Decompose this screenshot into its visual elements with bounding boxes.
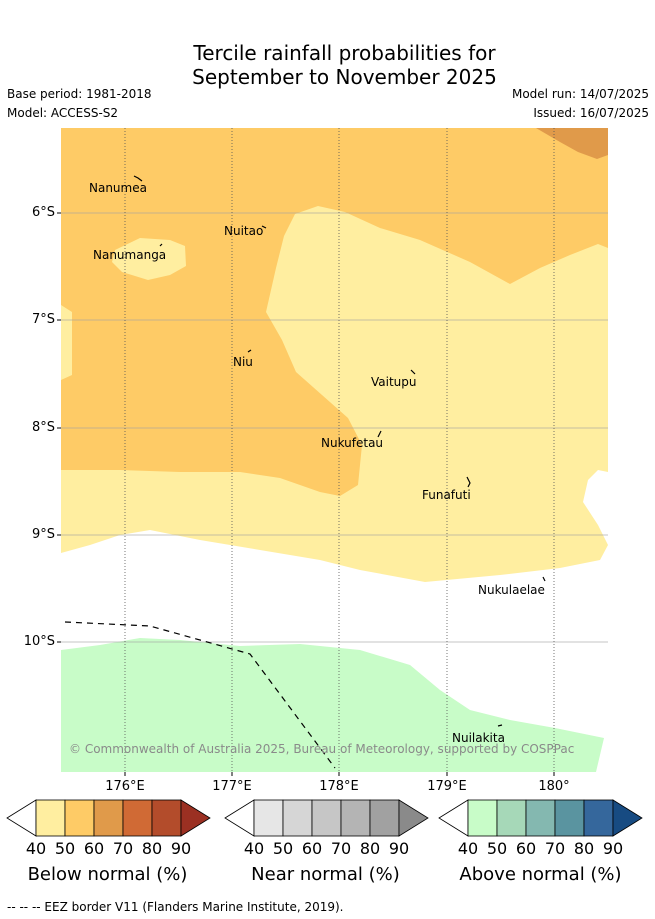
legend-below-swatch-4 (122, 799, 153, 837)
lat-label-10s: 10°S (23, 634, 55, 649)
legend-above-swatch-4 (554, 799, 585, 837)
lon-label-180: 180° (538, 779, 570, 794)
legend-near-title: Near normal (%) (251, 864, 400, 885)
below-40-pocket (112, 238, 186, 280)
legend-below-tick: 40 (25, 839, 47, 858)
legend-above-over-arrow (612, 799, 643, 837)
place-label-nanumea: Nanumea (89, 181, 147, 195)
legend-above-tick: 60 (515, 839, 537, 858)
legend-below-tick: 50 (54, 839, 76, 858)
lon-label-179e: 179°E (427, 779, 467, 794)
legend-above-tick: 70 (544, 839, 566, 858)
above-40-region (61, 638, 604, 772)
legend-near-tick: 60 (301, 839, 323, 858)
legend-below-tick: 90 (170, 839, 192, 858)
lat-label-8s: 8°S (31, 420, 55, 435)
legend-near-swatch-3 (311, 799, 342, 837)
legend-above-tick: 80 (573, 839, 595, 858)
legend-below-tick: 80 (141, 839, 163, 858)
lon-label-177e: 177°E (212, 779, 252, 794)
legend-near-over-arrow (398, 799, 429, 837)
latitude-gridlines (61, 212, 608, 643)
legend-above-normal (438, 799, 643, 837)
legend-near-tick: 50 (272, 839, 294, 858)
legend-below-normal (6, 799, 211, 837)
map-title-line1: Tercile rainfall probabilities for (193, 41, 496, 65)
legend-below-swatch-3 (93, 799, 124, 837)
issued-date: Issued: 16/07/2025 (533, 106, 649, 120)
below-50-region (61, 128, 608, 496)
place-label-nuilakita: Nuilakita (452, 731, 505, 745)
legend-above-tick: 90 (602, 839, 624, 858)
place-label-funafuti: Funafuti (422, 488, 471, 502)
legend-near-swatch-1 (253, 799, 284, 837)
place-label-vaitupu: Vaitupu (371, 375, 417, 389)
axis-ticks (57, 212, 555, 776)
legend-above-title: Above normal (%) (459, 864, 622, 885)
legend-near-under-arrow (224, 799, 255, 837)
lat-label-9s: 9°S (31, 527, 55, 542)
longitude-gridlines (124, 128, 555, 772)
legend-above-swatch-3 (525, 799, 556, 837)
legend-above-swatch-2 (496, 799, 527, 837)
eez-footnote: -- -- -- EEZ border V11 (Flanders Marine… (7, 900, 344, 914)
legend-above-swatch-5 (583, 799, 614, 837)
lon-label-178e: 178°E (319, 779, 359, 794)
legend-near-tick: 90 (388, 839, 410, 858)
legend-below-tick: 70 (112, 839, 134, 858)
legend-near-tick: 40 (243, 839, 265, 858)
legend-below-title: Below normal (%) (27, 864, 188, 885)
legend-near-tick: 70 (330, 839, 352, 858)
base-period: Base period: 1981-2018 (7, 87, 152, 101)
legend-below-swatch-5 (151, 799, 182, 837)
legend-near-swatch-4 (340, 799, 371, 837)
place-label-nukufetau: Nukufetau (321, 436, 384, 450)
legend-below-swatch-1 (35, 799, 66, 837)
lat-label-7s: 7°S (31, 312, 55, 327)
lat-label-6s: 6°S (31, 205, 55, 220)
model-run-date: Model run: 14/07/2025 (511, 87, 649, 101)
copyright-credit: © Commonwealth of Australia 2025, Bureau… (69, 742, 575, 756)
legend-near-swatch-2 (282, 799, 313, 837)
legend-near-swatch-5 (369, 799, 400, 837)
lon-label-176e: 176°E (105, 779, 145, 794)
place-label-nukulaelae: Nukulaelae (478, 583, 545, 597)
legend-above-tick: 40 (457, 839, 479, 858)
legend-above-tick: 50 (486, 839, 508, 858)
place-label-nanumanga: Nanumanga (93, 248, 167, 262)
legend-below-over-arrow (180, 799, 211, 837)
legend-near-tick: 80 (359, 839, 381, 858)
legend-near-normal (224, 799, 429, 837)
place-label-niu: Niu (233, 355, 253, 369)
legend-below-under-arrow (6, 799, 37, 837)
island-shapes (133, 175, 546, 727)
legend-below-tick: 60 (83, 839, 105, 858)
eez-border (64, 621, 336, 769)
place-label-nuitao: Nuitao (224, 224, 264, 238)
map-title-line2: September to November 2025 (192, 65, 497, 89)
legend-above-swatch-1 (467, 799, 498, 837)
legend-above-under-arrow (438, 799, 469, 837)
model-name: Model: ACCESS-S2 (7, 106, 119, 120)
below-60-region (536, 128, 608, 159)
legend-below-swatch-2 (64, 799, 95, 837)
